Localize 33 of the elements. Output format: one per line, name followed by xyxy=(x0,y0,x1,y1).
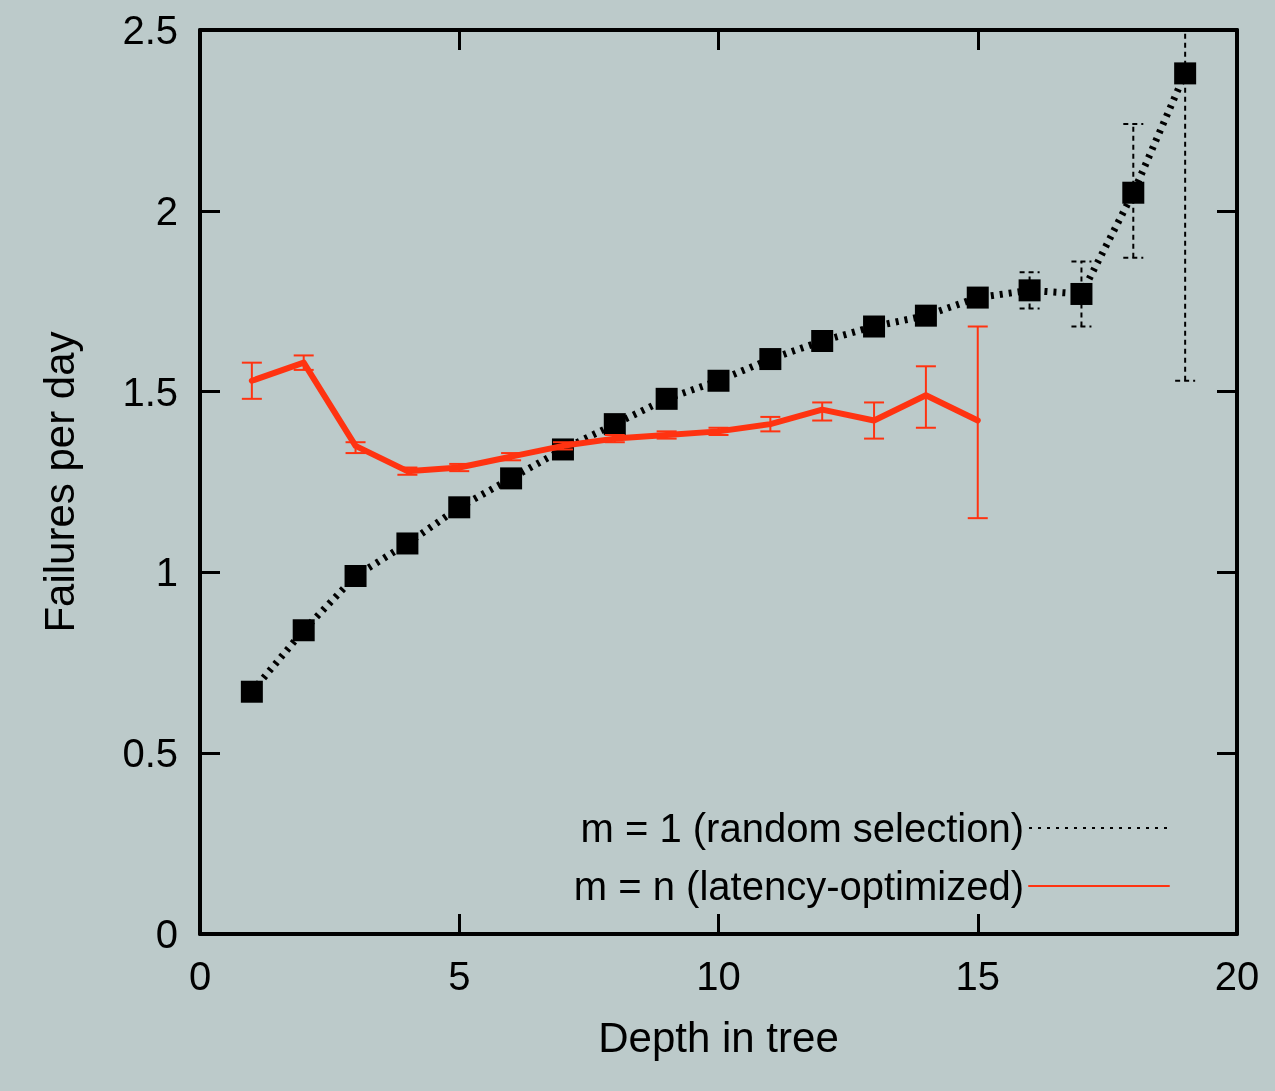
point xyxy=(1070,282,1093,305)
point xyxy=(914,304,937,327)
y-axis-title: Failures per day xyxy=(35,331,83,633)
point xyxy=(448,496,471,519)
point xyxy=(292,619,315,642)
point xyxy=(759,348,782,371)
point xyxy=(707,369,730,392)
point xyxy=(500,467,523,490)
y-tick-label: 1 xyxy=(155,550,178,595)
x-tick-label: 20 xyxy=(1214,954,1260,998)
legend-label: m = 1 (random selection) xyxy=(580,806,1024,850)
point xyxy=(1122,181,1145,204)
legend-label: m = n (latency-optimized) xyxy=(573,864,1024,908)
point xyxy=(396,532,419,555)
y-tick-label: 2.5 xyxy=(122,8,178,52)
point xyxy=(1174,62,1197,85)
x-axis-title: Depth in tree xyxy=(598,1013,839,1061)
x-tick-label: 10 xyxy=(696,954,741,998)
point xyxy=(344,565,367,588)
point xyxy=(863,315,886,338)
point xyxy=(1018,279,1041,302)
y-tick-label: 0 xyxy=(155,912,178,956)
point xyxy=(811,329,834,352)
x-tick-label: 15 xyxy=(955,954,1000,998)
point xyxy=(966,286,989,309)
point xyxy=(655,387,678,410)
x-tick-label: 5 xyxy=(448,954,471,998)
y-tick-label: 2 xyxy=(155,188,178,233)
x-tick-label: 0 xyxy=(188,954,212,998)
y-tick-label: 0.5 xyxy=(122,731,178,776)
y-tick-label: 1.5 xyxy=(122,369,178,414)
point xyxy=(240,680,263,703)
point xyxy=(603,413,626,436)
